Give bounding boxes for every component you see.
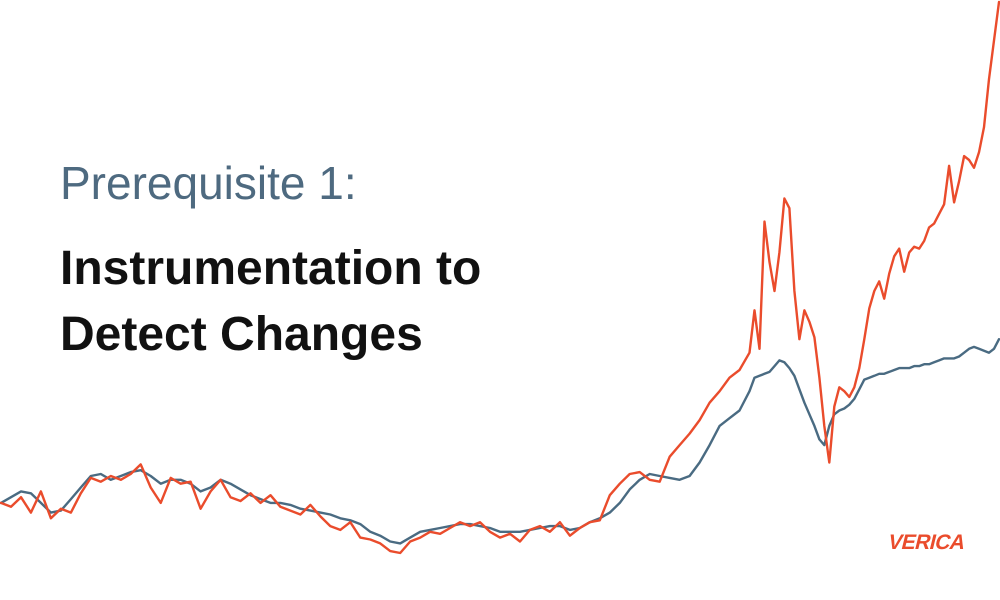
- slide-subtitle: Prerequisite 1:: [60, 157, 357, 209]
- series-layer: [0, 0, 1000, 555]
- logo-wordmark: VERICA: [888, 530, 968, 554]
- series-raw-line: [0, 0, 1000, 555]
- slide-title-line-1: Instrumentation to: [60, 242, 482, 295]
- series-smoothed-line: [0, 338, 1000, 545]
- verica-logo: VERICA: [888, 530, 968, 554]
- slide-title-line-2: Detect Changes: [60, 308, 423, 361]
- slide-title: Instrumentation to Detect Changes: [60, 236, 481, 368]
